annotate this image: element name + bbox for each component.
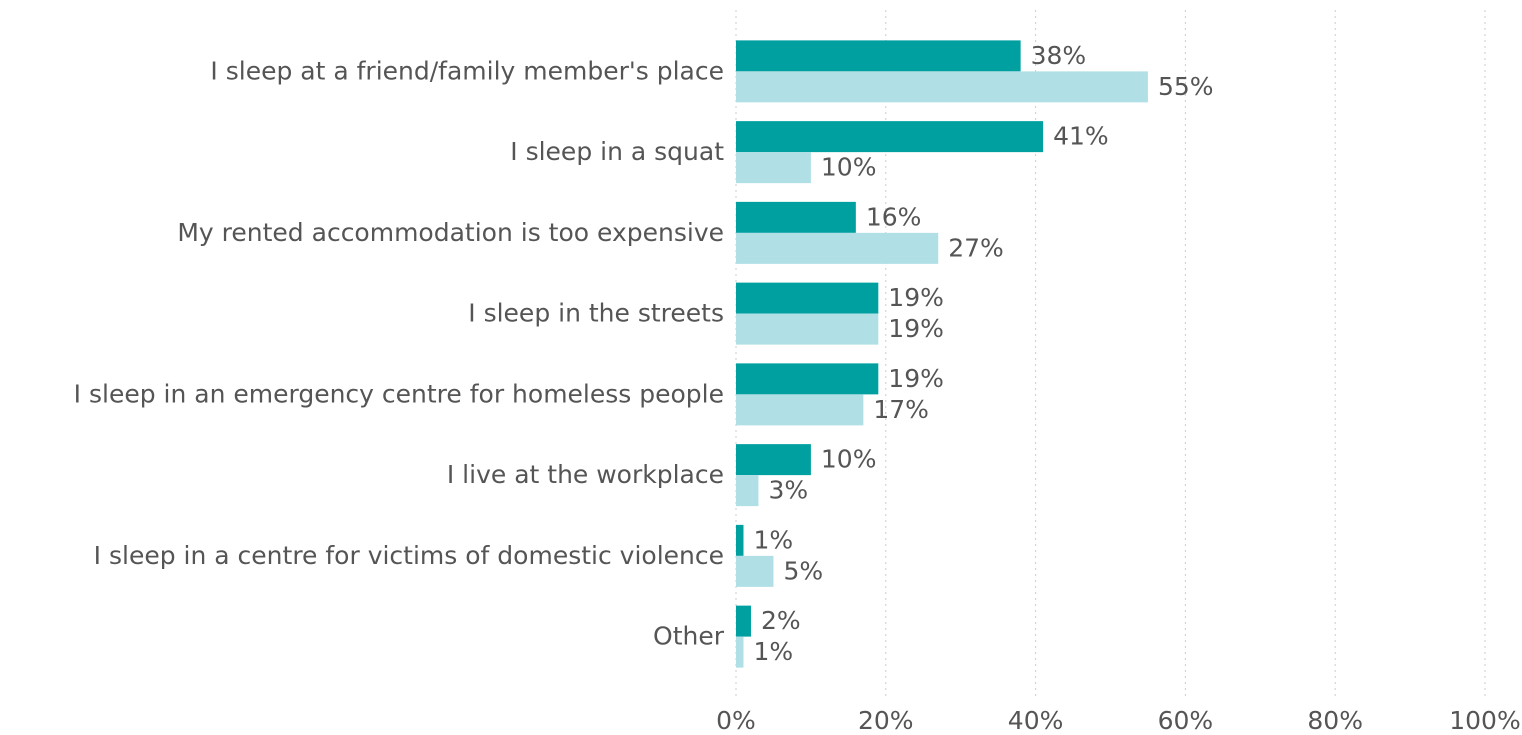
value-label: 27% (948, 233, 1004, 262)
value-label: 38% (1031, 41, 1087, 70)
x-tick-label: 20% (858, 706, 914, 735)
value-label: 19% (888, 364, 944, 393)
value-label: 16% (866, 202, 922, 231)
bar (736, 201, 856, 233)
category-label: I live at the workplace (447, 460, 724, 489)
value-label: 1% (753, 525, 793, 554)
value-label: 19% (888, 283, 944, 312)
bar (736, 363, 879, 395)
bar (736, 394, 864, 426)
bar (736, 232, 939, 264)
value-label: 10% (821, 445, 877, 474)
value-label: 1% (753, 637, 793, 666)
bar (736, 40, 1021, 72)
value-label: 5% (783, 556, 823, 585)
bar (736, 444, 811, 476)
x-tick-label: 0% (716, 706, 756, 735)
category-label: Other (653, 622, 725, 651)
bar (736, 524, 744, 556)
value-label: 3% (768, 476, 808, 505)
category-label: My rented accommodation is too expensive (177, 218, 724, 247)
bar (736, 475, 759, 507)
bar (736, 152, 811, 184)
bar (736, 121, 1044, 153)
category-label: I sleep in a squat (510, 137, 724, 166)
value-label: 19% (888, 314, 944, 343)
bar (736, 313, 879, 345)
bar (736, 555, 774, 587)
value-label: 2% (761, 606, 801, 635)
bar (736, 282, 879, 314)
category-label: I sleep in a centre for victims of domes… (94, 541, 724, 570)
value-label: 10% (821, 153, 877, 182)
value-label: 41% (1053, 122, 1109, 151)
bar (736, 71, 1148, 103)
category-label: I sleep in an emergency centre for homel… (74, 379, 724, 408)
x-tick-label: 80% (1307, 706, 1363, 735)
value-label: 17% (873, 395, 929, 424)
category-label: I sleep in the streets (468, 299, 724, 328)
x-tick-label: 40% (1008, 706, 1064, 735)
x-tick-label: 100% (1449, 706, 1520, 735)
category-label: I sleep at a friend/family member's plac… (210, 56, 724, 85)
bar (736, 636, 744, 668)
bar (736, 605, 751, 637)
x-tick-label: 60% (1158, 706, 1214, 735)
value-label: 55% (1158, 72, 1214, 101)
